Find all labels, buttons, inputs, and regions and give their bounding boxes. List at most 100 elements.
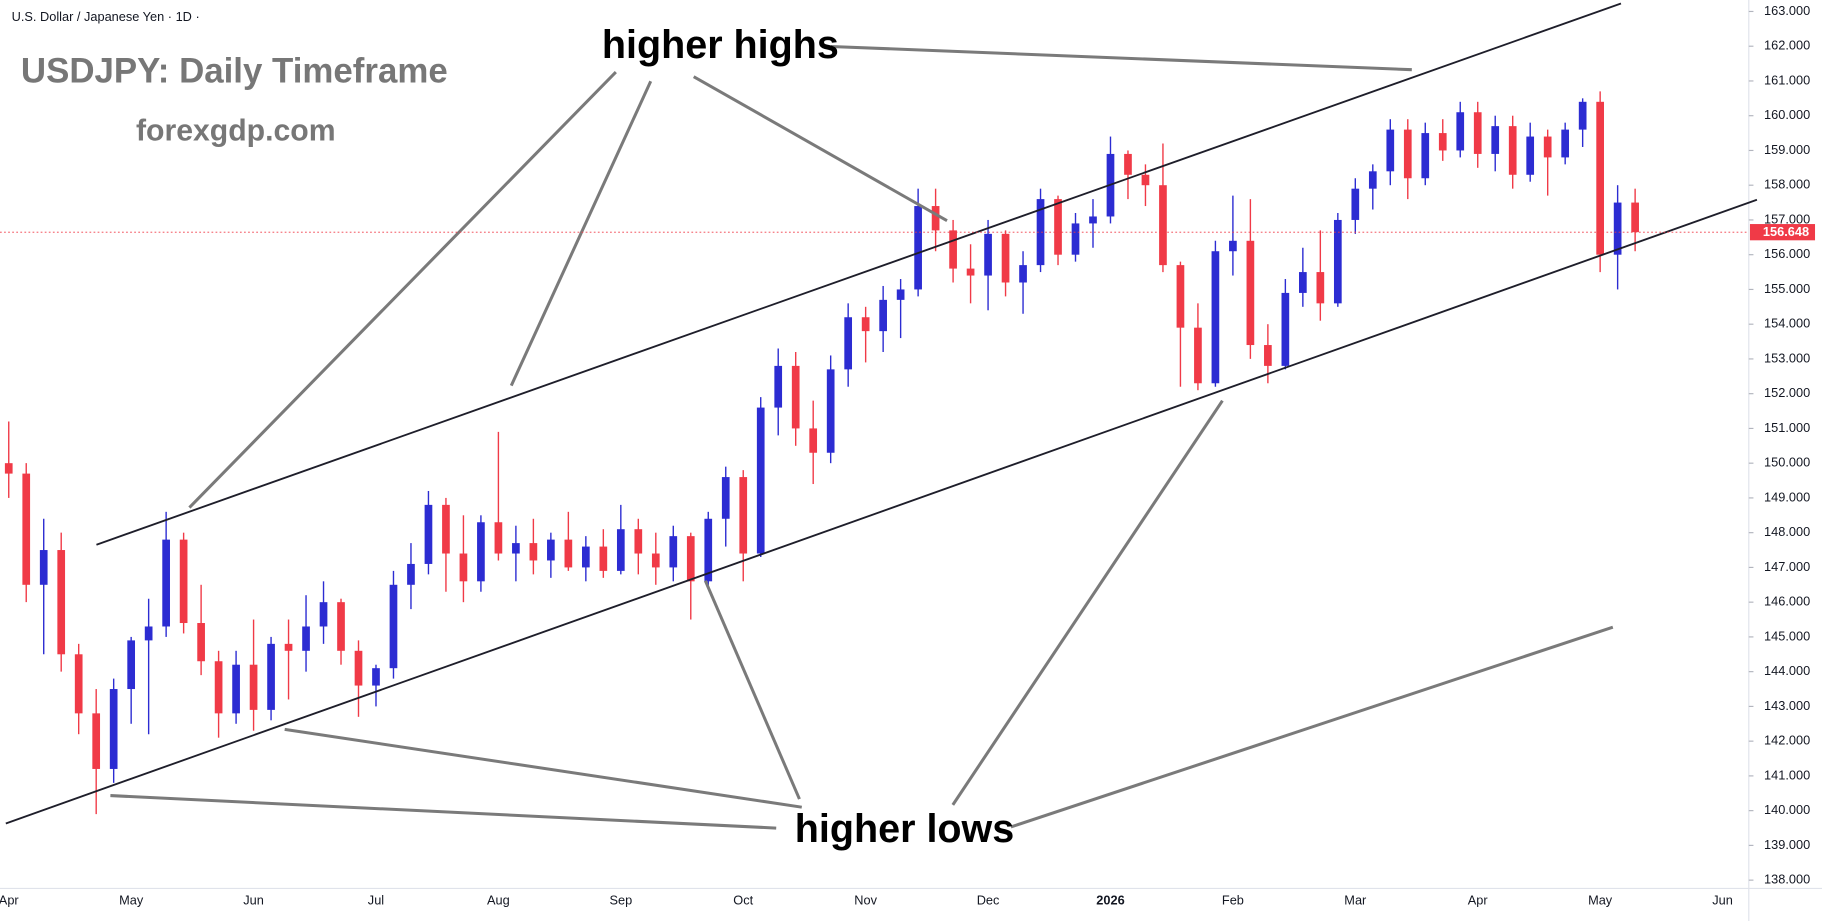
pointer bbox=[284, 727, 802, 809]
candle-body bbox=[1403, 129, 1412, 179]
candle-body bbox=[1299, 272, 1307, 293]
candle-body bbox=[879, 299, 887, 332]
candle-body bbox=[1456, 112, 1465, 151]
candle-body bbox=[774, 365, 783, 408]
candle-body bbox=[424, 504, 433, 564]
y-tick-label: 144.000 bbox=[1764, 663, 1810, 678]
y-tick-label: 139.000 bbox=[1764, 837, 1810, 852]
x-tick-label: Nov bbox=[854, 893, 877, 908]
candle-body bbox=[1473, 112, 1482, 154]
candle-body bbox=[739, 477, 748, 554]
y-tick-label: 162.000 bbox=[1764, 38, 1810, 53]
chart-subtitle: forexgdp.com bbox=[136, 114, 336, 147]
candle-body bbox=[634, 529, 643, 554]
pointer bbox=[703, 580, 801, 800]
candle-body bbox=[1036, 199, 1045, 266]
y-tick-label: 151.000 bbox=[1764, 420, 1810, 435]
candle-body bbox=[1438, 133, 1447, 151]
candle-body bbox=[547, 539, 555, 561]
candle-body bbox=[669, 536, 678, 568]
x-tick-label: Jun bbox=[243, 893, 264, 908]
candle-body bbox=[354, 650, 363, 686]
candle-body bbox=[1001, 233, 1010, 283]
candle-body bbox=[267, 643, 275, 710]
candle-body bbox=[1491, 126, 1500, 154]
candle-body bbox=[1526, 136, 1535, 175]
current-price-badge bbox=[1749, 224, 1816, 241]
candle-body bbox=[704, 518, 713, 582]
y-tick-label: 143.000 bbox=[1764, 698, 1810, 713]
pointer bbox=[830, 44, 1412, 72]
y-tick-label: 140.000 bbox=[1764, 802, 1810, 817]
candle-body bbox=[1159, 185, 1167, 266]
y-tick-label: 157.000 bbox=[1764, 211, 1810, 226]
candle-body bbox=[1124, 153, 1132, 175]
candle-body bbox=[57, 550, 66, 655]
current-price-label: 156.648 bbox=[1763, 224, 1809, 239]
pointer bbox=[188, 70, 617, 509]
candle-body bbox=[651, 553, 660, 568]
candle-body bbox=[477, 522, 485, 582]
candle-body bbox=[1561, 129, 1570, 158]
candle-body bbox=[914, 206, 922, 290]
candle-body bbox=[1141, 174, 1150, 186]
candle-body bbox=[214, 661, 223, 714]
candle-body bbox=[861, 317, 870, 332]
y-tick-label: 161.000 bbox=[1764, 72, 1810, 87]
x-tick-label: Apr bbox=[0, 893, 19, 908]
y-tick-label: 149.000 bbox=[1764, 489, 1810, 504]
y-tick-label: 142.000 bbox=[1764, 733, 1810, 748]
candle-body bbox=[1613, 202, 1622, 255]
candle-body bbox=[284, 643, 293, 651]
candle-body bbox=[1211, 251, 1220, 384]
candle-body bbox=[1071, 223, 1080, 255]
x-tick-label: May bbox=[1588, 893, 1613, 908]
lower-channel-line bbox=[5, 198, 1758, 825]
candle-body bbox=[197, 623, 205, 662]
candle-body bbox=[144, 626, 153, 641]
higher-highs-pointers bbox=[188, 44, 1412, 509]
y-tick-label: 141.000 bbox=[1764, 767, 1810, 782]
chart-title: USDJPY: Daily Timeframe bbox=[21, 51, 448, 90]
y-tick-label: 160.000 bbox=[1764, 107, 1810, 122]
y-tick-label: 153.000 bbox=[1764, 350, 1810, 365]
candle-body bbox=[581, 546, 590, 568]
candle-body bbox=[337, 602, 345, 651]
candle-body bbox=[1229, 240, 1237, 252]
y-tick-label: 155.000 bbox=[1764, 281, 1810, 296]
x-tick-label: Sep bbox=[609, 893, 632, 908]
candle-body bbox=[407, 563, 415, 585]
candle-body bbox=[162, 539, 170, 627]
candle-body bbox=[966, 268, 975, 276]
x-tick-label: May bbox=[119, 893, 144, 908]
candle-body bbox=[826, 369, 835, 453]
x-tick-label: Jun bbox=[1712, 893, 1733, 908]
candle-body bbox=[1264, 345, 1272, 366]
candle-body bbox=[1019, 265, 1027, 283]
pointer bbox=[110, 794, 777, 830]
candle-body bbox=[529, 543, 538, 561]
pointer bbox=[1010, 625, 1614, 829]
x-tick-label: Feb bbox=[1222, 893, 1244, 908]
higher-lows-pointers bbox=[110, 399, 1614, 830]
x-tick-label: 2026 bbox=[1096, 893, 1124, 908]
y-tick-label: 147.000 bbox=[1764, 559, 1810, 574]
y-tick-label: 146.000 bbox=[1764, 594, 1810, 609]
candle-body bbox=[109, 689, 118, 769]
candle-body bbox=[4, 463, 13, 474]
symbol-label: U.S. Dollar / Japanese Yen · 1D · bbox=[12, 9, 200, 24]
candle-body bbox=[494, 522, 503, 554]
candle-body bbox=[1596, 101, 1604, 255]
candle-body bbox=[616, 529, 625, 571]
x-tick-label: Apr bbox=[1468, 893, 1489, 908]
candle-body bbox=[1508, 126, 1517, 175]
candle-body bbox=[1543, 136, 1552, 158]
candle-body bbox=[249, 664, 258, 710]
candle-body bbox=[22, 473, 31, 585]
candle-body bbox=[1054, 199, 1062, 255]
candle-body bbox=[984, 233, 992, 276]
candle-body bbox=[1578, 101, 1587, 130]
